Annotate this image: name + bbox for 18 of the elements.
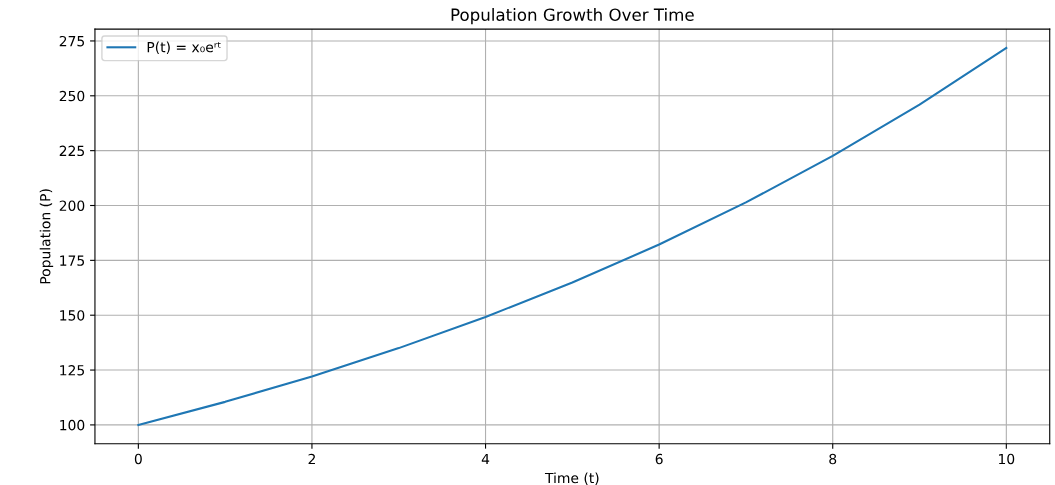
y-tick-label: 250	[59, 90, 85, 102]
x-tick-label: 4	[481, 453, 490, 465]
y-tick-label: 125	[60, 365, 85, 376]
x-tick-label: 6	[655, 453, 663, 465]
x-tick-label: 2	[308, 453, 315, 465]
y-axis-title: Population (P)	[39, 189, 54, 284]
y-tick-label: 175	[60, 255, 85, 266]
y-tick-label: 275	[59, 35, 85, 47]
chart-title: Population Growth Over Time	[451, 8, 694, 25]
x-tick-label: 8	[829, 453, 837, 465]
y-tick-label: 100	[60, 419, 85, 431]
legend-label: P(t) = x₀eʳᵗ	[147, 41, 221, 54]
x-axis-title: Time (t)	[544, 472, 599, 485]
y-tick-label: 225	[59, 145, 85, 157]
y-tick-label: 200	[59, 200, 85, 211]
x-tick-label: 0	[134, 453, 142, 465]
x-tick-label: 10	[999, 453, 1015, 465]
y-tick-label: 150	[60, 310, 85, 321]
